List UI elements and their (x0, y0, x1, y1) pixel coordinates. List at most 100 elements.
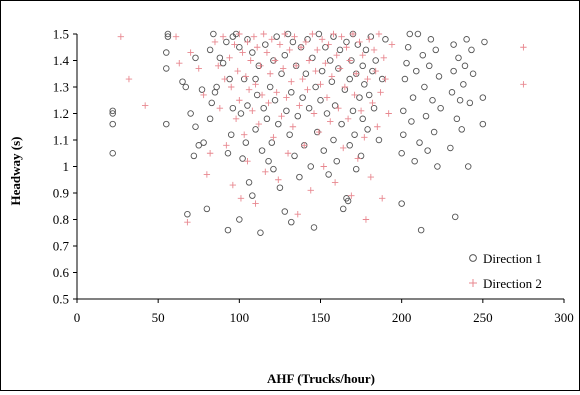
data-point-direction-1 (252, 75, 259, 83)
data-point-direction-2 (216, 105, 224, 112)
data-point-direction-2 (309, 30, 316, 38)
data-point-direction-2 (340, 144, 347, 152)
data-point-direction-2 (344, 115, 352, 122)
data-point-direction-1 (276, 184, 284, 191)
data-point-direction-2 (520, 44, 527, 51)
data-point-direction-2 (231, 41, 238, 48)
data-point-direction-2 (353, 70, 360, 77)
data-point-direction-1 (382, 36, 389, 43)
data-point-direction-1 (224, 226, 232, 234)
data-point-direction-2 (323, 94, 331, 101)
data-point-direction-1 (461, 62, 469, 70)
data-point-direction-1 (190, 152, 198, 160)
data-point-direction-1 (448, 89, 456, 96)
data-point-direction-1 (481, 38, 488, 46)
y-tick-label: 0.5 (53, 292, 69, 307)
data-point-direction-1 (356, 94, 363, 101)
data-point-direction-2 (275, 176, 282, 183)
data-point-direction-2 (241, 131, 248, 138)
data-point-direction-1 (305, 104, 313, 112)
data-point-direction-1 (346, 75, 353, 83)
data-point-direction-2 (234, 67, 241, 75)
data-point-direction-2 (215, 62, 222, 69)
series-direction-2 (117, 30, 527, 226)
data-point-direction-2 (348, 192, 355, 199)
data-point-direction-2 (356, 38, 363, 46)
data-point-direction-2 (239, 49, 246, 56)
data-point-direction-1 (450, 41, 457, 48)
data-point-direction-2 (294, 211, 301, 218)
y-axis-title: Headway (s) (8, 137, 23, 206)
data-point-direction-2 (257, 62, 264, 69)
data-point-direction-2 (369, 99, 376, 107)
data-point-direction-1 (219, 59, 227, 67)
data-point-direction-2 (206, 150, 214, 157)
data-point-direction-1 (271, 96, 279, 104)
y-tick-label: 1.5 (53, 27, 69, 42)
data-point-direction-1 (198, 86, 206, 93)
data-point-direction-1 (344, 197, 352, 205)
data-point-direction-2 (305, 57, 313, 64)
data-point-direction-1 (163, 65, 170, 72)
data-point-direction-1 (352, 165, 360, 173)
data-point-direction-2 (289, 123, 297, 130)
data-point-direction-2 (370, 46, 378, 54)
data-point-direction-1 (270, 165, 277, 173)
data-point-direction-2 (249, 107, 256, 115)
data-point-direction-2 (200, 91, 207, 99)
data-point-direction-2 (335, 105, 342, 112)
data-point-direction-2 (276, 41, 284, 48)
data-point-direction-1 (266, 83, 274, 91)
data-point-direction-1 (302, 70, 310, 77)
data-point-direction-1 (223, 38, 230, 46)
data-point-direction-2 (184, 218, 191, 226)
data-point-direction-1 (432, 46, 440, 54)
data-point-direction-2 (364, 75, 371, 83)
data-point-direction-1 (417, 226, 425, 234)
data-point-direction-1 (296, 173, 303, 181)
data-point-direction-2 (314, 46, 321, 54)
data-point-direction-2 (377, 89, 384, 96)
data-point-direction-1 (404, 44, 412, 51)
data-point-direction-2 (380, 54, 388, 62)
data-point-direction-1 (409, 94, 417, 101)
data-point-direction-1 (455, 54, 462, 62)
data-point-direction-2 (172, 33, 180, 40)
data-point-direction-2 (361, 134, 368, 141)
data-point-direction-1 (288, 218, 295, 226)
data-point-direction-1 (242, 139, 250, 146)
data-point-direction-1 (283, 107, 290, 115)
data-point-direction-1 (325, 171, 332, 178)
data-point-direction-1 (372, 57, 379, 64)
data-point-direction-1 (346, 142, 353, 149)
legend-circle-marker-icon (469, 254, 477, 262)
data-point-direction-2 (320, 163, 327, 170)
data-point-direction-1 (257, 229, 264, 236)
data-point-direction-2 (338, 33, 345, 40)
data-point-direction-2 (262, 168, 269, 175)
data-point-direction-1 (359, 62, 366, 70)
data-point-direction-1 (286, 131, 293, 138)
data-point-direction-1 (281, 51, 289, 59)
data-point-direction-2 (281, 30, 288, 38)
data-point-direction-1 (203, 205, 211, 213)
data-point-direction-1 (206, 46, 214, 54)
data-point-direction-2 (195, 65, 202, 72)
data-point-direction-1 (184, 210, 191, 218)
data-point-direction-1 (227, 131, 235, 138)
data-point-direction-2 (176, 59, 183, 67)
data-point-direction-1 (275, 120, 282, 128)
data-point-direction-1 (216, 54, 224, 62)
data-point-direction-1 (447, 144, 454, 152)
y-tick-label: 0.7 (53, 239, 70, 254)
x-tick-label: 100 (230, 310, 250, 325)
data-point-direction-2 (250, 33, 258, 40)
data-point-direction-2 (317, 81, 324, 88)
data-point-direction-2 (244, 38, 251, 46)
y-tick-label: 0.9 (53, 186, 69, 201)
x-tick-label: 300 (554, 310, 574, 325)
data-point-direction-1 (370, 104, 378, 112)
data-point-direction-1 (419, 51, 427, 59)
data-point-direction-1 (426, 62, 433, 70)
